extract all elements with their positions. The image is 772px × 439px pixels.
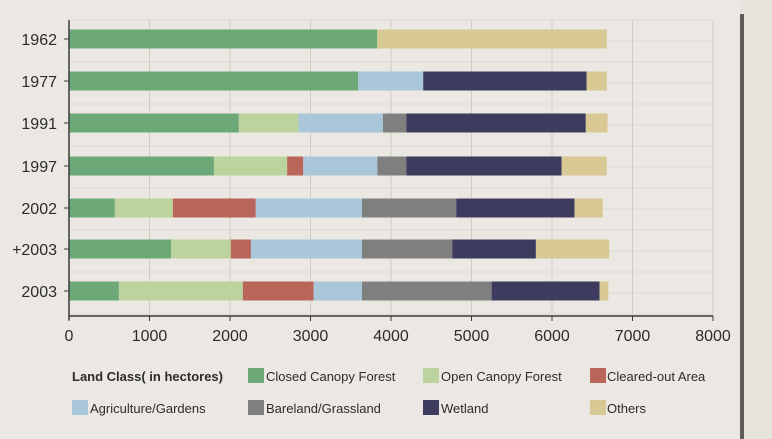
bar-2002-closed-canopy-forest bbox=[69, 198, 115, 218]
y-tick-label: 1962 bbox=[21, 32, 57, 49]
bar-2002-others bbox=[574, 198, 603, 218]
x-tick-label: 8000 bbox=[695, 328, 731, 345]
bar-2003-bareland-grassland bbox=[362, 281, 492, 301]
legend-label-cleared-out-area: Cleared-out Area bbox=[607, 369, 706, 384]
bar-2002-agriculture-gardens bbox=[255, 198, 363, 218]
x-tick-label: 1000 bbox=[132, 328, 168, 345]
bar-plus-2003-cleared-out-area bbox=[230, 239, 251, 259]
bar-1997-agriculture-gardens bbox=[303, 156, 378, 176]
y-tick-label: 2002 bbox=[21, 201, 57, 218]
x-tick-label: 7000 bbox=[615, 328, 651, 345]
bar-1991-open-canopy-forest bbox=[238, 113, 299, 133]
bar-1997-wetland bbox=[406, 156, 562, 176]
legend-swatch-cleared-out-area bbox=[590, 368, 606, 383]
y-tick-label: 1991 bbox=[21, 116, 57, 133]
legend-swatch-open-canopy-forest bbox=[423, 368, 439, 383]
bar-1977-others bbox=[586, 71, 607, 91]
bar-plus-2003-closed-canopy-forest bbox=[69, 239, 172, 259]
bar-2003-open-canopy-forest bbox=[118, 281, 243, 301]
bar-1997-bareland-grassland bbox=[377, 156, 407, 176]
legend-label-wetland: Wetland bbox=[441, 401, 488, 416]
x-tick-label: 5000 bbox=[454, 328, 490, 345]
x-tick-label: 0 bbox=[65, 328, 74, 345]
bar-2003-wetland bbox=[491, 281, 600, 301]
y-tick-label: 2003 bbox=[21, 284, 57, 301]
legend: Land Class( in hectores) Closed Canopy Fo… bbox=[72, 368, 706, 416]
bar-1962-others bbox=[377, 29, 607, 49]
y-tick-label: 1997 bbox=[21, 159, 57, 176]
bar-1997-open-canopy-forest bbox=[213, 156, 288, 176]
legend-label-agriculture-gardens: Agriculture/Gardens bbox=[90, 401, 206, 416]
bar-1997-others bbox=[561, 156, 607, 176]
bar-plus-2003-others bbox=[535, 239, 610, 259]
legend-swatch-agriculture-gardens bbox=[72, 400, 88, 415]
bar-2002-wetland bbox=[456, 198, 575, 218]
legend-label-others: Others bbox=[607, 401, 647, 416]
bar-plus-2003-agriculture-gardens bbox=[250, 239, 363, 259]
bar-1997-closed-canopy-forest bbox=[69, 156, 214, 176]
legend-label-bareland-grassland: Bareland/Grassland bbox=[266, 401, 381, 416]
legend-title: Land Class( in hectores) bbox=[72, 369, 223, 384]
legend-label-open-canopy-forest: Open Canopy Forest bbox=[441, 369, 562, 384]
bar-2002-cleared-out-area bbox=[172, 198, 256, 218]
bar-2003-others bbox=[599, 281, 609, 301]
y-tick-label: 1977 bbox=[21, 74, 57, 91]
x-tick-label: 4000 bbox=[373, 328, 409, 345]
bar-1991-wetland bbox=[406, 113, 586, 133]
bar-1977-closed-canopy-forest bbox=[69, 71, 358, 91]
bar-2002-bareland-grassland bbox=[362, 198, 457, 218]
bar-1991-closed-canopy-forest bbox=[69, 113, 239, 133]
bar-1977-agriculture-gardens bbox=[357, 71, 424, 91]
bar-1991-bareland-grassland bbox=[382, 113, 407, 133]
panel-border bbox=[740, 14, 744, 439]
bar-1997-cleared-out-area bbox=[287, 156, 304, 176]
legend-swatch-bareland-grassland bbox=[248, 400, 264, 415]
x-tick-label: 3000 bbox=[293, 328, 329, 345]
bar-2003-cleared-out-area bbox=[242, 281, 314, 301]
bars bbox=[69, 29, 610, 301]
axes: 0 1000 2000 3000 4000 5000 6000 7000 8000 1962 197… bbox=[12, 20, 731, 345]
x-tick-label: 6000 bbox=[534, 328, 570, 345]
bar-plus-2003-wetland bbox=[452, 239, 536, 259]
bar-plus-2003-bareland-grassland bbox=[362, 239, 453, 259]
bar-1962-closed-canopy-forest bbox=[69, 29, 378, 49]
legend-swatch-wetland bbox=[423, 400, 439, 415]
legend-swatch-others bbox=[590, 400, 606, 415]
bar-plus-2003-open-canopy-forest bbox=[171, 239, 231, 259]
bar-1977-wetland bbox=[423, 71, 587, 91]
legend-swatch-closed-canopy-forest bbox=[248, 368, 264, 383]
legend-label-closed-canopy-forest: Closed Canopy Forest bbox=[266, 369, 396, 384]
bar-1991-others bbox=[585, 113, 608, 133]
bar-2003-agriculture-gardens bbox=[313, 281, 363, 301]
bar-2002-open-canopy-forest bbox=[114, 198, 173, 218]
bar-1991-agriculture-gardens bbox=[298, 113, 383, 133]
bar-2003-closed-canopy-forest bbox=[69, 281, 119, 301]
y-tick-label: +2003 bbox=[12, 242, 57, 259]
x-tick-label: 2000 bbox=[212, 328, 248, 345]
